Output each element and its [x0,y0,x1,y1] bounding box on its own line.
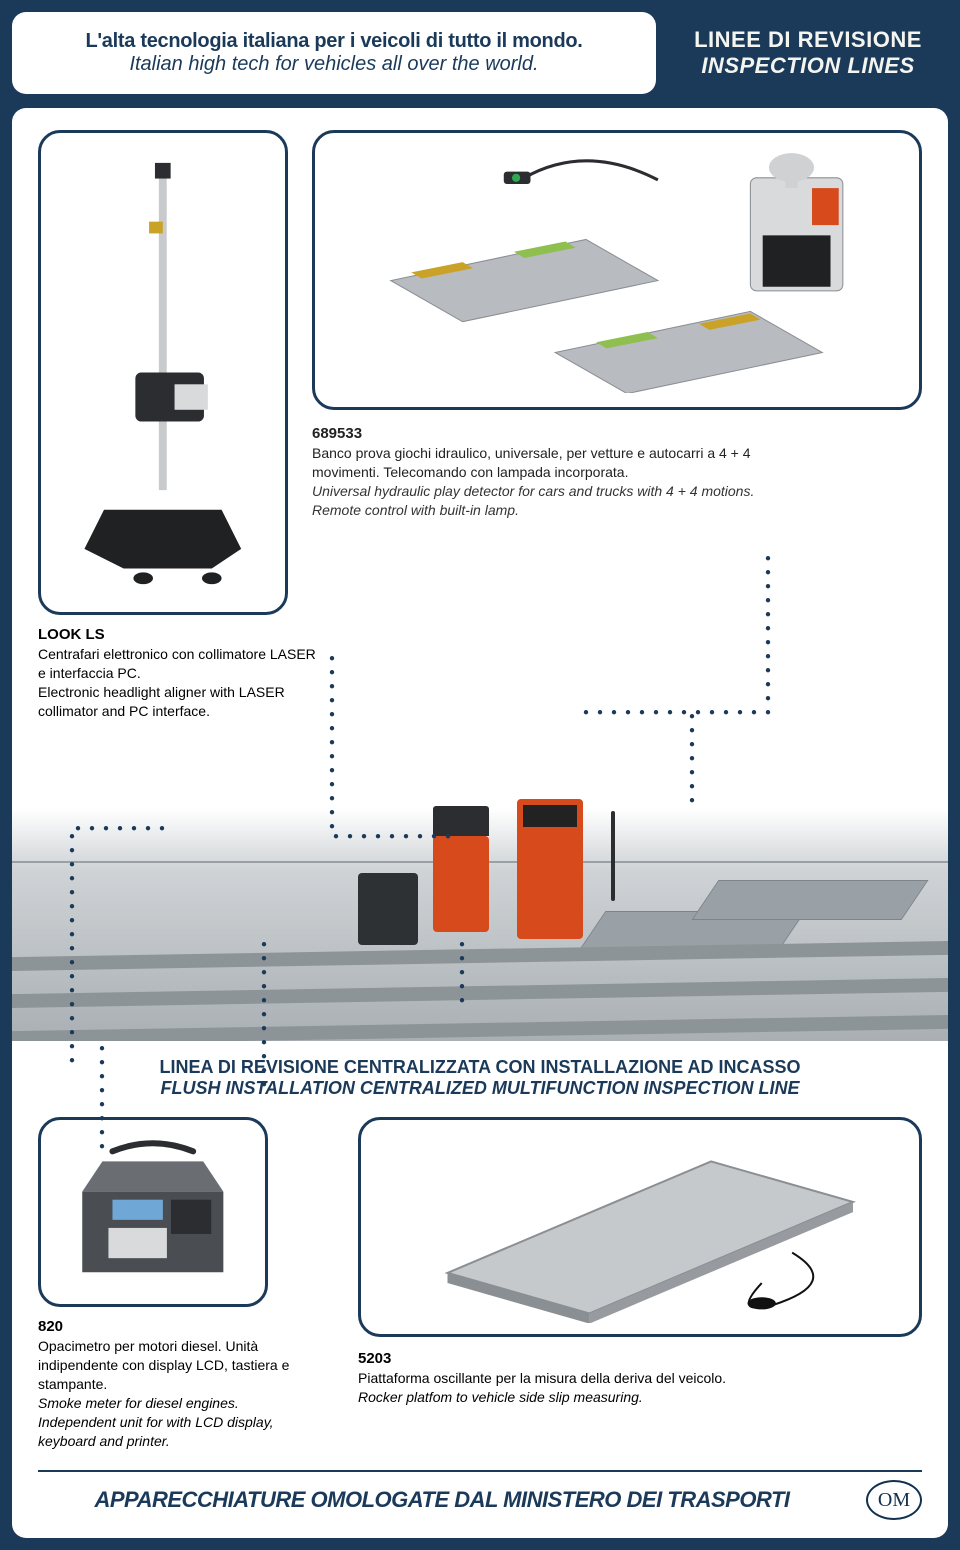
product-689533-column: 689533 Banco prova giochi idraulico, uni… [312,130,922,520]
top-products-row: 689533 Banco prova giochi idraulico, uni… [38,130,922,615]
desc-lookls-it: Centrafari elettronico con collimatore L… [38,645,318,683]
floor-lane-1 [12,938,948,972]
page: L'alta tecnologia italiana per i veicoli… [0,0,960,1550]
code-689533: 689533 [312,424,792,444]
equipment-pole [611,811,615,901]
product-frame-820 [38,1117,268,1307]
desc-lookls: LOOK LS Centrafari elettronico con colli… [38,625,318,721]
mid-title-it: LINEA DI REVISIONE CENTRALIZZATA CON INS… [38,1057,922,1078]
footer-row: APPARECCHIATURE OMOLOGATE DAL MINISTERO … [38,1480,922,1520]
workshop-scene [12,731,948,1041]
product-frame-lookls [38,130,288,615]
bottom-products-row: 820 Opacimetro per motori diesel. Unità … [38,1117,922,1451]
product-5203-column: 5203 Piattaforma oscillante per la misur… [358,1117,922,1407]
header-title-box: LINEE DI REVISIONE INSPECTION LINES [668,12,948,94]
tagline-it: L'alta tecnologia italiana per i veicoli… [36,30,632,53]
desc-820: 820 Opacimetro per motori diesel. Unità … [38,1317,298,1451]
floor-lane-2 [12,975,948,1009]
code-820: 820 [38,1317,298,1337]
product-820-column: 820 Opacimetro per motori diesel. Unità … [38,1117,298,1451]
tagline-en: Italian high tech for vehicles all over … [36,53,632,76]
desc-689533-en: Universal hydraulic play detector for ca… [312,482,792,520]
equipment-cabinet-tall [517,799,583,939]
rocker-platform-icon [389,1131,891,1324]
desc-5203: 5203 Piattaforma oscillante per la misur… [358,1349,922,1407]
desc-lookls-en: Electronic headlight aligner with LASER … [38,683,318,721]
floor-lane-3 [12,1012,948,1040]
desc-689533: 689533 Banco prova giochi idraulico, uni… [312,424,792,520]
equipment-cabinet-small [433,836,489,932]
desc-820-en: Smoke meter for diesel engines. Independ… [38,1394,298,1451]
om-badge: OM [866,1480,922,1520]
desc-820-it: Opacimetro per motori diesel. Unità indi… [38,1337,298,1394]
mid-title-en: FLUSH INSTALLATION CENTRALIZED MULTIFUNC… [38,1078,922,1099]
header-row: L'alta tecnologia italiana per i veicoli… [12,12,948,94]
play-detector-icon [345,147,889,394]
header-title-it: LINEE DI REVISIONE [694,27,922,53]
headlight-aligner-icon [53,157,273,588]
mid-title: LINEA DI REVISIONE CENTRALIZZATA CON INS… [38,1057,922,1099]
product-frame-5203 [358,1117,922,1337]
desc-5203-it: Piattaforma oscillante per la misura del… [358,1369,922,1388]
code-5203: 5203 [358,1349,922,1369]
footer-separator [38,1470,922,1472]
main-panel: 689533 Banco prova giochi idraulico, uni… [12,108,948,1538]
header-tagline-box: L'alta tecnologia italiana per i veicoli… [12,12,656,94]
desc-5203-en: Rocker platfom to vehicle side slip meas… [358,1388,922,1407]
product-frame-689533 [312,130,922,410]
floor-plate-2 [691,880,928,920]
header-title-en: INSPECTION LINES [701,53,914,79]
code-lookls: LOOK LS [38,625,318,645]
desc-689533-it: Banco prova giochi idraulico, universale… [312,444,792,482]
equipment-cart [358,873,418,945]
footer-text: APPARECCHIATURE OMOLOGATE DAL MINISTERO … [38,1487,846,1513]
smoke-meter-icon [52,1129,254,1295]
